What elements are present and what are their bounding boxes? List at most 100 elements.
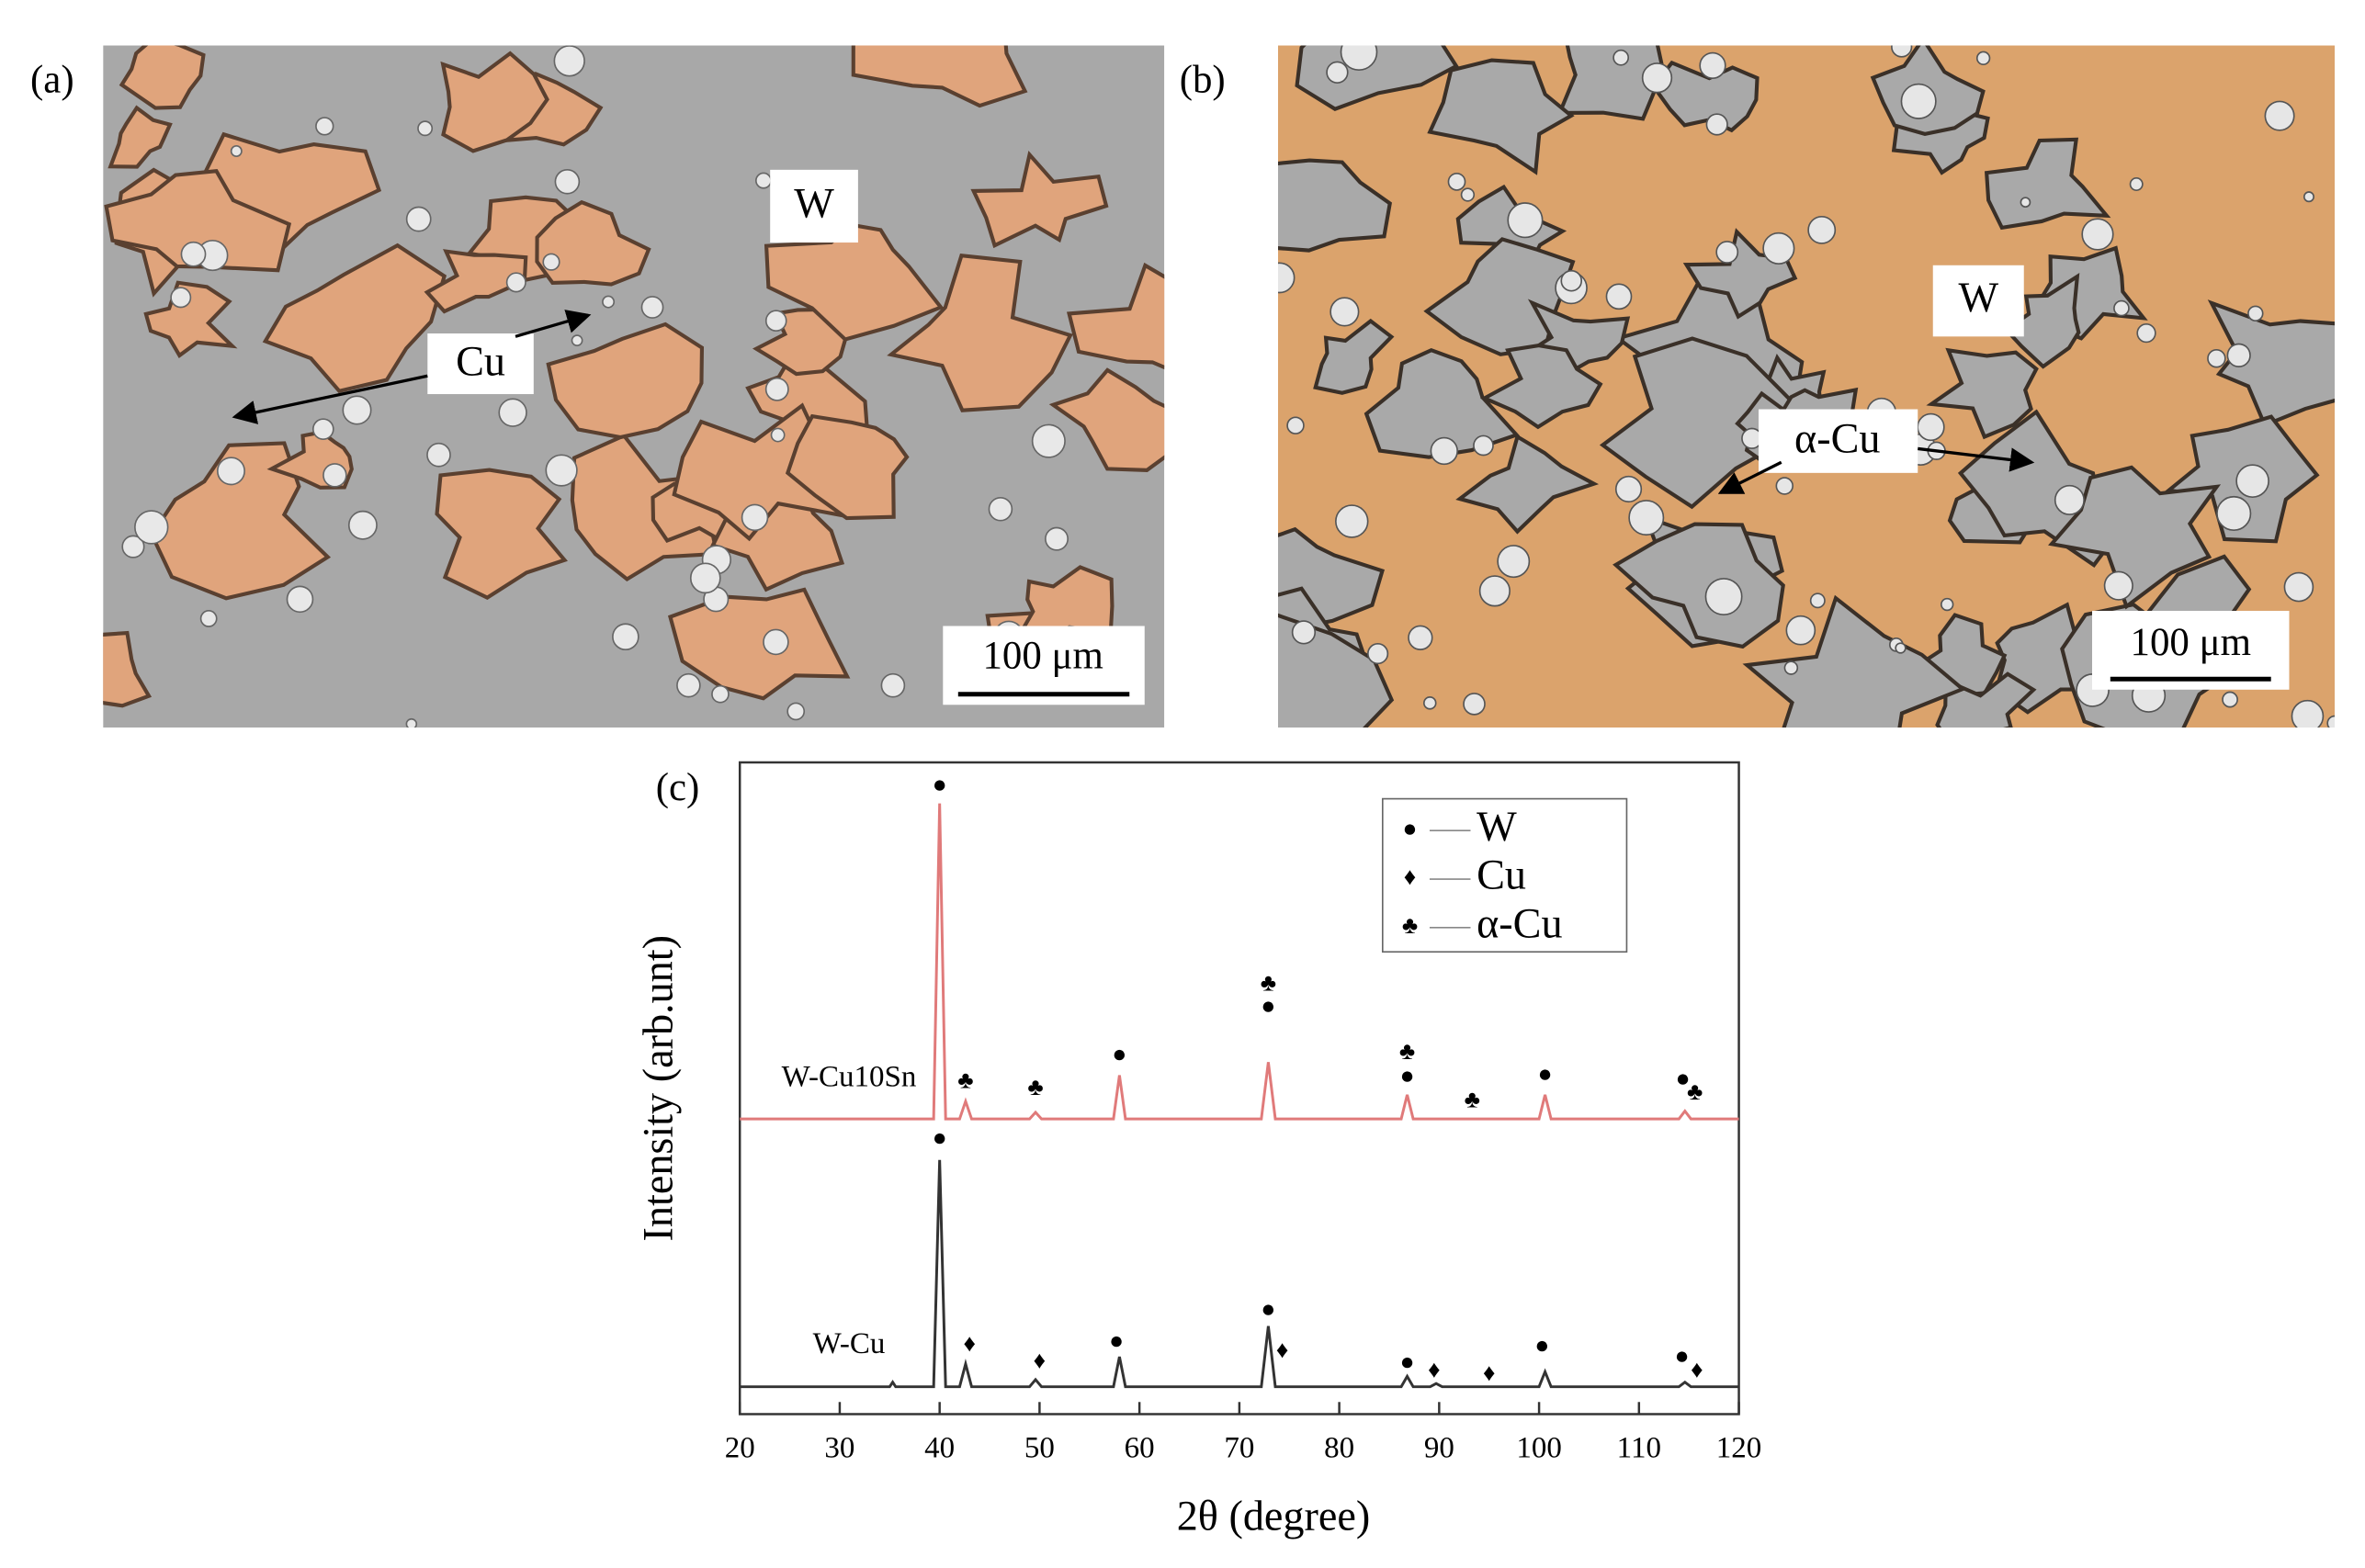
peak-marker: ♣ [1027, 1073, 1043, 1100]
texture [216, 457, 245, 486]
texture [554, 168, 581, 195]
x-tick-label: 60 [1125, 1432, 1155, 1465]
texture [1048, 367, 1165, 472]
scale-box [2092, 610, 2290, 690]
texture [262, 243, 447, 394]
texture [2048, 465, 2222, 610]
texture [1715, 241, 1739, 264]
texture [440, 51, 549, 153]
legend-symbol: ♣ [1402, 911, 1418, 939]
label-box [427, 333, 534, 395]
x-tick-label: 40 [924, 1432, 955, 1465]
texture [1917, 412, 1945, 442]
x-tick-label: 120 [1716, 1432, 1762, 1465]
texture [134, 510, 169, 545]
peak-marker: ● [1109, 1326, 1124, 1354]
peak-marker: ● [1261, 1294, 1275, 1322]
peak-marker: ♦ [1691, 1355, 1703, 1382]
texture [546, 321, 705, 440]
texture [887, 253, 1073, 412]
texture [1430, 436, 1458, 466]
texture [2264, 100, 2295, 131]
label-box [770, 169, 858, 243]
texture [2207, 348, 2226, 368]
texture [2207, 299, 2335, 428]
texture [1612, 522, 1785, 649]
texture [764, 222, 945, 342]
series-label: W-Cu10Sn [782, 1060, 917, 1093]
peak-marker: ● [1112, 1040, 1126, 1067]
scale-bar-label: 100 μm [982, 635, 1103, 678]
texture [1291, 620, 1317, 645]
peak-marker: ♣ [957, 1066, 973, 1093]
peak-marker: ● [933, 770, 947, 797]
texture [180, 241, 207, 267]
texture [785, 413, 910, 521]
texture [1612, 49, 1630, 66]
texture [640, 296, 664, 319]
texture [542, 253, 560, 271]
legend-label: W [1477, 803, 1517, 850]
texture [1704, 578, 1743, 615]
texture [405, 206, 432, 232]
panel-label: (c) [656, 766, 700, 809]
texture [571, 334, 583, 347]
texture [1473, 434, 1494, 457]
texture [322, 463, 347, 488]
peak-marker: ● [1534, 1331, 1549, 1359]
texture [1422, 696, 1437, 710]
texture [121, 535, 145, 558]
texture [435, 468, 568, 600]
texture [1682, 228, 1798, 320]
texture [1507, 202, 1544, 239]
texture [770, 427, 786, 443]
texture [424, 249, 528, 314]
texture [1367, 643, 1389, 665]
peak-marker: ● [933, 1123, 947, 1151]
texture [342, 395, 372, 425]
texture [741, 503, 769, 532]
x-tick-label: 30 [824, 1432, 854, 1465]
x-tick-label: 100 [1516, 1432, 1561, 1465]
texture [1455, 434, 1600, 535]
texture [786, 702, 806, 721]
texture [1478, 575, 1511, 607]
peak-marker: ♦ [1034, 1346, 1046, 1373]
texture [2291, 699, 2325, 728]
texture [1807, 215, 1837, 244]
texture [1313, 318, 1395, 395]
texture [1975, 51, 1991, 66]
peak-marker: ♣ [1465, 1086, 1480, 1113]
texture [1066, 262, 1165, 370]
arrow [232, 374, 428, 424]
texture [2235, 464, 2269, 498]
texture [1286, 416, 1305, 434]
texture [103, 630, 153, 708]
texture [1775, 477, 1794, 495]
peak-marker: ♦ [964, 1329, 976, 1357]
phase-label: W [1958, 274, 1998, 321]
texture [1335, 504, 1369, 538]
series-line [740, 803, 1739, 1121]
texture [1479, 343, 1603, 430]
texture [311, 418, 334, 441]
texture [851, 45, 1028, 108]
texture [2136, 323, 2156, 344]
texture [1705, 113, 1728, 136]
texture [545, 454, 578, 487]
texture [1614, 475, 1643, 503]
texture [988, 496, 1013, 522]
texture [1699, 51, 1726, 79]
texture [1277, 158, 1392, 253]
texture [170, 287, 192, 309]
texture [1926, 347, 2039, 440]
series-label: W-Cu [813, 1327, 886, 1360]
peak-marker: ♣ [1261, 969, 1276, 997]
texture [1641, 62, 1673, 94]
texture [143, 280, 238, 358]
panel-label: (a) [30, 59, 74, 102]
texture [2054, 484, 2085, 515]
scale-bar-label: 100 μm [2131, 621, 2251, 664]
